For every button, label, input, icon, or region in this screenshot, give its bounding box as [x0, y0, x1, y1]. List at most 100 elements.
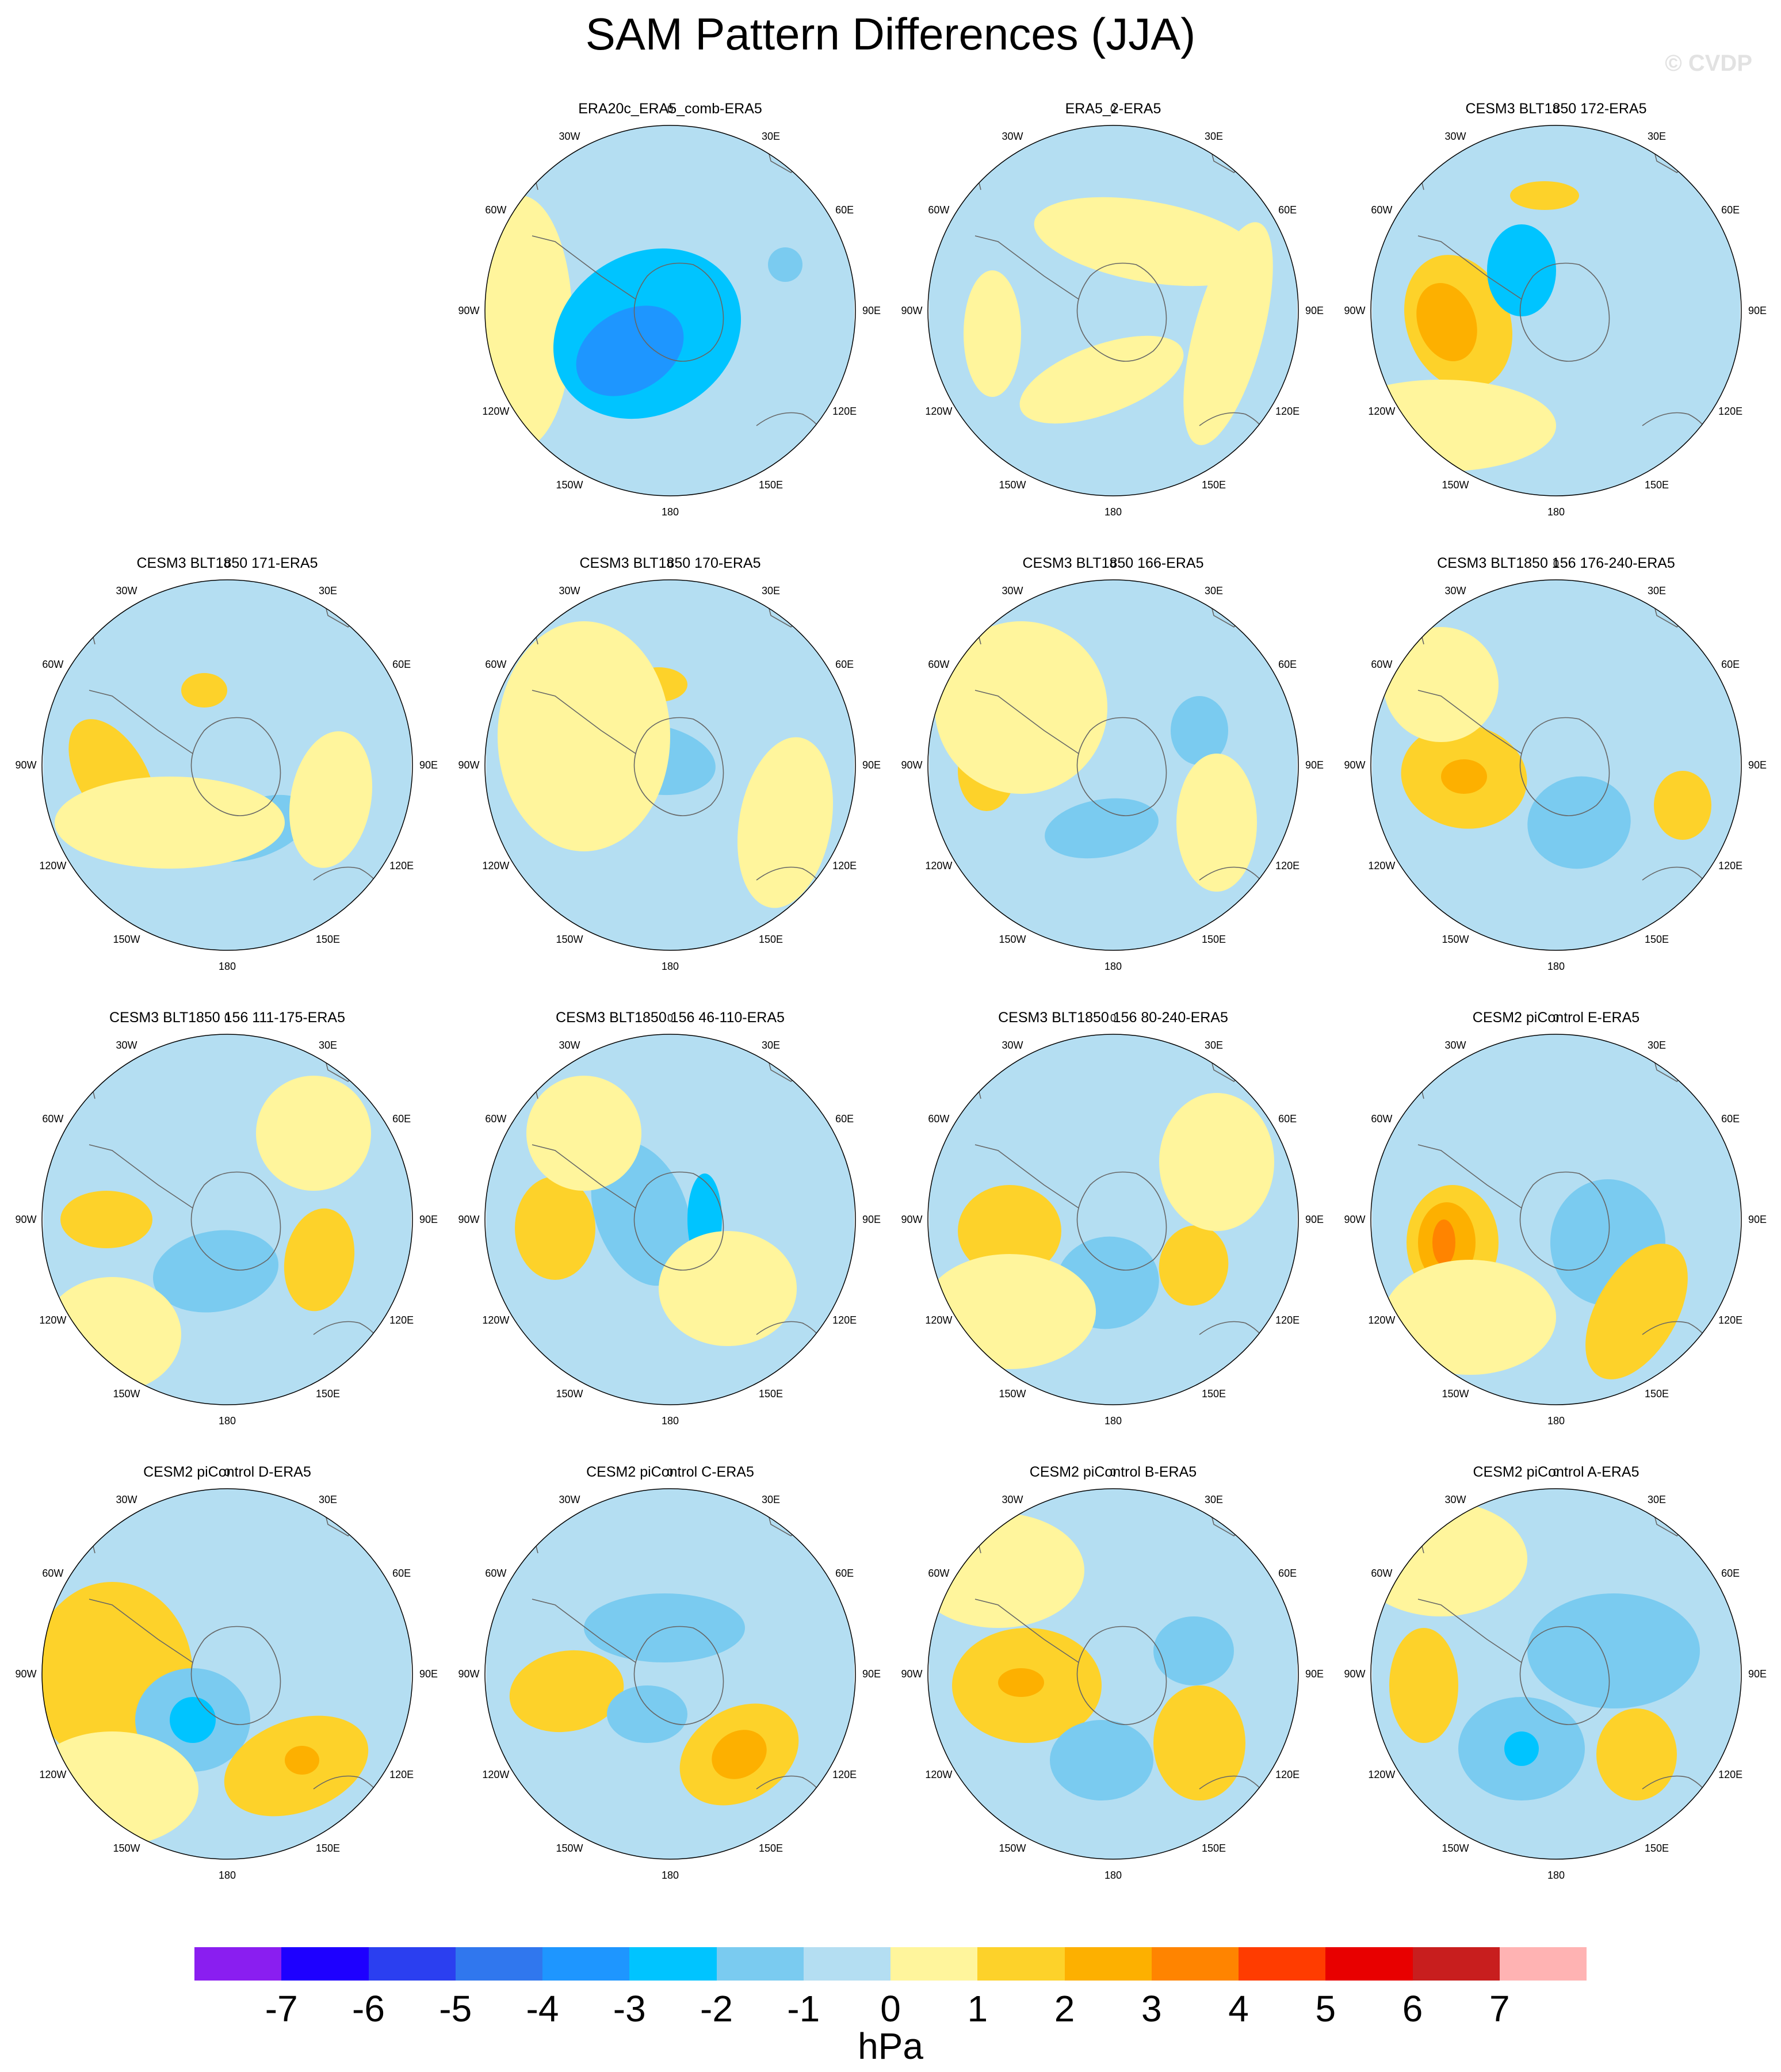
- longitude-label: 150E: [316, 1388, 340, 1400]
- map-border: [41, 1034, 413, 1405]
- longitude-label: 90W: [458, 1668, 479, 1680]
- longitude-label: 0: [224, 558, 230, 569]
- longitude-label: 180: [1547, 961, 1565, 972]
- watermark: © CVDP: [1665, 51, 1752, 76]
- longitude-label: 60E: [1278, 659, 1297, 670]
- panel-title: CESM3 BLT1850 156 46-110-ERA5: [556, 1010, 785, 1026]
- panel-title: CESM3 BLT1850 156 176-240-ERA5: [1437, 555, 1675, 571]
- coastline: [532, 690, 636, 754]
- longitude-label: 90W: [901, 305, 922, 316]
- longitude-label: 180: [1547, 1870, 1565, 1881]
- coastline: [1519, 262, 1610, 362]
- map-panel: CESM3 BLT1850 156 111-175-ERA5 0 30E 60E 90…: [15, 1010, 438, 1464]
- longitude-label: 60W: [42, 1568, 63, 1579]
- longitude-label: 120E: [1275, 1314, 1300, 1326]
- colorbar-tick-label: 3: [1141, 1988, 1162, 2029]
- longitude-label: 150W: [556, 1388, 583, 1400]
- longitude-label: 120W: [482, 1769, 509, 1780]
- longitude-label: 0: [667, 104, 673, 115]
- colorbar-tick-label: 7: [1489, 1988, 1510, 2029]
- longitude-label: 90E: [1748, 1668, 1767, 1680]
- panel-title: CESM2 piControl A-ERA5: [1473, 1464, 1639, 1480]
- longitude-label: 120W: [39, 1769, 66, 1780]
- longitude-label: 30E: [319, 1039, 337, 1051]
- coastline: [532, 1144, 636, 1209]
- coastline: [633, 1626, 724, 1725]
- longitude-label: 30E: [762, 1039, 780, 1051]
- longitude-label: 90E: [1305, 1214, 1324, 1225]
- longitude-label: 90W: [1344, 305, 1365, 316]
- polar-map: 0 30E 60E 90E 120E 150E 180 150W 120W 90W 60W 30W: [458, 104, 881, 518]
- polar-map: 0 30E 60E 90E 120E 150E 180 150W 120W 90W 60W 30W: [901, 1012, 1324, 1427]
- anomaly-contour: [1045, 798, 1159, 859]
- anomaly-contour: [1176, 754, 1257, 892]
- longitude-label: 90W: [901, 1214, 922, 1225]
- anomaly-contour: [1527, 1593, 1700, 1708]
- longitude-label: 120W: [925, 860, 952, 871]
- longitude-label: 120W: [1368, 860, 1395, 871]
- coastline: [633, 717, 724, 816]
- panel-title: CESM3 BLT1850 170-ERA5: [579, 555, 761, 571]
- colorbar-swatch: [1064, 1947, 1152, 1981]
- map-panel: ERA20c_ERA5_comb-ERA5 0 30E 60E 90E 120E 150E…: [458, 101, 881, 555]
- anomaly-contour: [1159, 1225, 1229, 1306]
- anomaly-contour: [1371, 380, 1556, 472]
- panel-title: CESM2 piControl C-ERA5: [586, 1464, 754, 1480]
- longitude-label: 60W: [928, 1568, 949, 1579]
- longitude-label: 60E: [392, 1568, 411, 1579]
- colorbar-tick-label: 5: [1315, 1988, 1336, 2029]
- longitude-label: 120E: [832, 1314, 857, 1326]
- longitude-label: 120W: [925, 1769, 952, 1780]
- anomaly-contour: [1050, 1720, 1153, 1800]
- coastline: [633, 262, 724, 362]
- anomaly-contour: [1383, 1260, 1556, 1375]
- longitude-label: 30E: [1648, 1039, 1666, 1051]
- longitude-label: 30W: [1444, 1039, 1466, 1051]
- anomaly-contour: [1153, 1616, 1234, 1685]
- longitude-label: 120W: [39, 860, 66, 871]
- polar-map: 0 30E 60E 90E 120E 150E 180 150W 120W 90W 60W 30W: [15, 1467, 438, 1881]
- anomaly-contour: [1371, 1501, 1527, 1616]
- longitude-label: 30E: [1205, 585, 1223, 597]
- longitude-label: 120E: [832, 406, 857, 417]
- anomaly-contour: [1416, 283, 1477, 361]
- map-fill: [1371, 125, 1740, 496]
- anomaly-contour: [1654, 771, 1711, 840]
- polar-map: 0 30E 60E 90E 120E 150E 180 150W 120W 90W 60W 30W: [901, 1467, 1324, 1881]
- longitude-label: 180: [662, 506, 679, 518]
- longitude-label: 60E: [1278, 204, 1297, 216]
- coastline: [1076, 717, 1167, 816]
- longitude-label: 90W: [1344, 1668, 1365, 1680]
- map-fill: [1371, 1489, 1740, 1859]
- longitude-label: 180: [219, 1415, 236, 1427]
- longitude-label: 60E: [835, 659, 854, 670]
- colorbar-tick-label: -5: [439, 1988, 472, 2029]
- longitude-label: 150E: [1202, 1842, 1226, 1854]
- longitude-label: 90W: [15, 759, 36, 771]
- longitude-label: 180: [219, 961, 236, 972]
- colorbar-tick-label: -7: [265, 1988, 298, 2029]
- polar-map: 0 30E 60E 90E 120E 150E 180 150W 120W 90W 60W 30W: [458, 1467, 881, 1881]
- colorbar-swatch: [194, 1947, 282, 1981]
- anomaly-contour: [958, 1185, 1061, 1277]
- anomaly-contour: [584, 1593, 745, 1662]
- longitude-label: 60W: [928, 204, 949, 216]
- map-border: [484, 1488, 856, 1860]
- longitude-label: 150W: [113, 1388, 140, 1400]
- map-panel: CESM3 BLT1850 171-ERA5 0 30E 60E 90E 120E 150…: [15, 555, 438, 1010]
- longitude-label: 120E: [1718, 406, 1742, 417]
- longitude-label: 30W: [1002, 131, 1023, 142]
- colorbar-tick-label: 0: [880, 1988, 901, 2029]
- coastline: [974, 1599, 1079, 1663]
- map-fill: [1372, 580, 1740, 950]
- coastline: [1417, 1599, 1522, 1663]
- longitude-label: 120W: [1368, 1769, 1395, 1780]
- longitude-label: 60E: [1721, 1568, 1740, 1579]
- longitude-label: 150W: [113, 1842, 140, 1854]
- longitude-label: 90E: [419, 1214, 438, 1225]
- longitude-label: 120E: [389, 1314, 414, 1326]
- longitude-label: 60W: [485, 1113, 506, 1125]
- map-border: [484, 125, 856, 496]
- anomaly-contour: [256, 1076, 371, 1191]
- longitude-label: 0: [667, 558, 673, 569]
